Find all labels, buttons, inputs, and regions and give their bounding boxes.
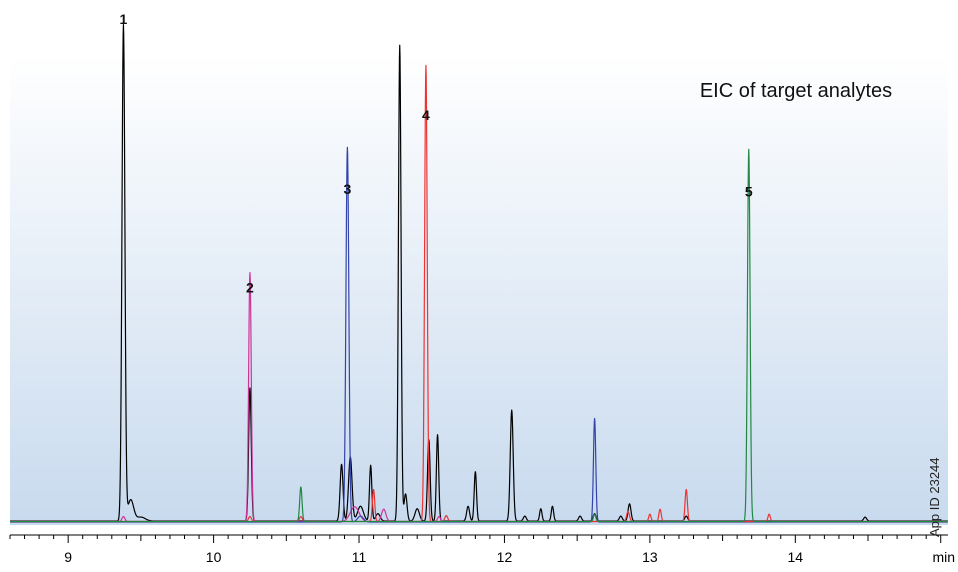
peak-label-4: 4: [422, 107, 430, 123]
x-unit-label: min: [932, 549, 955, 565]
x-tick-label: 9: [64, 549, 72, 565]
x-tick-label: 11: [352, 549, 367, 565]
trace-group: [9, 24, 949, 523]
app-id-watermark: App ID 23244: [927, 457, 942, 537]
x-axis: 9 10 11 12 13 14: [9, 534, 948, 565]
peak-label-3: 3: [343, 181, 351, 197]
peak-label-5: 5: [745, 184, 753, 200]
plot-background: [10, 55, 948, 525]
series-trace-5: [9, 148, 949, 523]
x-tick-label: 13: [642, 549, 658, 565]
x-tick-label: 10: [206, 549, 222, 565]
x-tick-label: 12: [497, 549, 513, 565]
x-tick-label: 14: [788, 549, 804, 565]
chart-title: EIC of target analytes: [700, 80, 892, 102]
peak-label-1: 1: [120, 11, 128, 27]
peak-label-2: 2: [246, 280, 254, 296]
peak-label-group: 1 2 3 4 5: [120, 11, 753, 296]
